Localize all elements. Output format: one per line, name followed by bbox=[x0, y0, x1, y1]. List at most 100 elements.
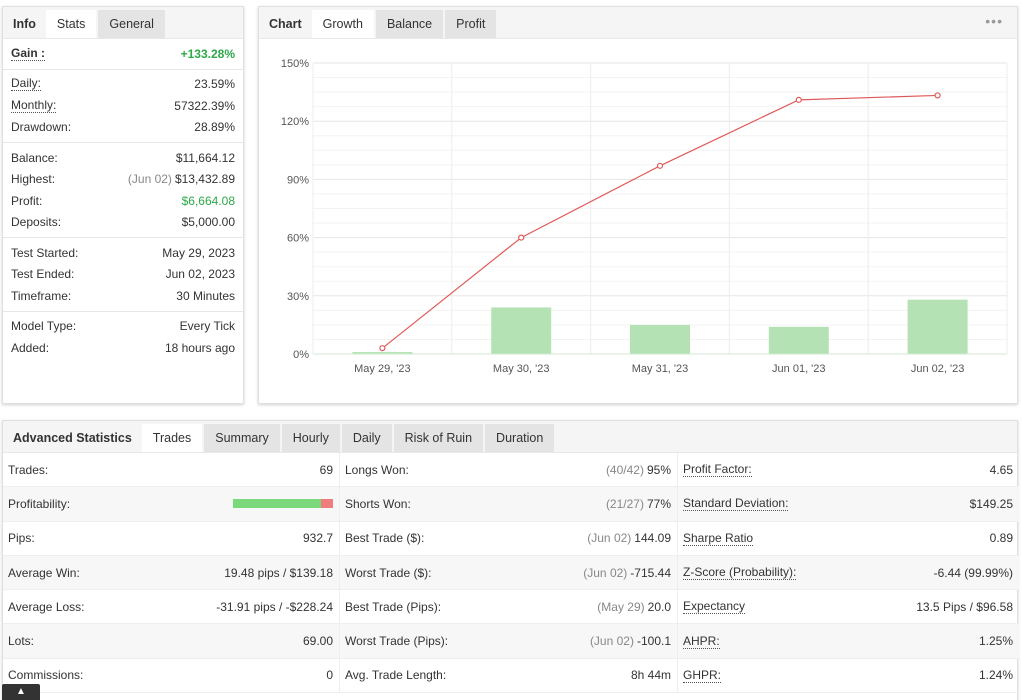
stat-value: 69 bbox=[320, 463, 333, 477]
tab-info[interactable]: Info bbox=[13, 17, 36, 31]
stat-label[interactable]: Expectancy bbox=[683, 599, 746, 615]
info-value-text: 18 hours ago bbox=[164, 340, 235, 355]
tab-balance[interactable]: Balance bbox=[375, 10, 444, 38]
stat-value: 4.65 bbox=[990, 463, 1013, 477]
stat-label: Avg. Trade Length: bbox=[345, 668, 447, 683]
stat-label[interactable]: AHPR: bbox=[683, 633, 720, 649]
info-row-test-started: Test Started: May 29, 2023 bbox=[11, 242, 235, 264]
info-panel: Info Stats General Gain : +133.28% Daily: 2… bbox=[2, 6, 244, 404]
scroll-top-button[interactable]: ▲ bbox=[2, 684, 40, 700]
divider bbox=[3, 142, 243, 143]
stat-avg-trade-length: Avg. Trade Length: 8h 44m bbox=[340, 658, 678, 693]
stat-average-win: Average Win: 19.48 pips / $139.18 bbox=[3, 555, 340, 590]
info-value: +133.28% bbox=[181, 47, 235, 61]
stat-average-loss: Average Loss: -31.91 pips / -$228.24 bbox=[3, 590, 340, 624]
info-row-added: Added: 18 hours ago bbox=[11, 337, 235, 359]
stat-z-score-probability: Z-Score (Probability): -6.44 (99.99%) bbox=[678, 556, 1019, 589]
stat-value: -6.44 (99.99%) bbox=[934, 566, 1013, 580]
tab-trades[interactable]: Trades bbox=[141, 424, 203, 452]
stat-label[interactable]: Profit Factor: bbox=[683, 462, 752, 478]
info-value-text: $13,432.89 bbox=[174, 172, 235, 187]
info-value-text: 23.59% bbox=[194, 77, 235, 92]
stat-label[interactable]: Standard Deviation: bbox=[683, 496, 789, 512]
stat-value: (40/42) 95% bbox=[606, 463, 671, 477]
stat-best-trade: Best Trade ($): (Jun 02) 144.09 bbox=[340, 521, 678, 555]
table-row: Commissions: 0 Avg. Trade Length: 8h 44m GHP… bbox=[3, 658, 1019, 694]
y-tick-label: 120% bbox=[281, 116, 309, 128]
tab-summary[interactable]: Summary bbox=[204, 424, 280, 452]
stat-value-detail: (May 29) bbox=[597, 599, 645, 614]
info-label: Highest: bbox=[11, 172, 56, 187]
table-row: Trades: 69 Longs Won: (40/42) 95% Profit Fact… bbox=[3, 453, 1019, 488]
stat-value: 19.48 pips / $139.18 bbox=[224, 566, 333, 580]
stat-worst-trade-pips: Worst Trade (Pips): (Jun 02) -100.1 bbox=[340, 624, 678, 658]
info-label: Timeframe: bbox=[11, 288, 72, 303]
profitability-bar bbox=[233, 498, 333, 508]
chart-panel: Chart Growth Balance Profit ••• 0% 30% 60%… bbox=[258, 6, 1018, 404]
info-label: Test Started: bbox=[11, 245, 79, 260]
stat-label: Longs Won: bbox=[345, 462, 409, 477]
stat-commissions: Commissions: 0 bbox=[3, 658, 340, 693]
advanced-statistics-panel: Advanced Statistics Trades Summary Hourl… bbox=[2, 420, 1019, 700]
stat-label[interactable]: GHPR: bbox=[683, 667, 722, 683]
y-tick-label: 60% bbox=[287, 233, 309, 245]
stat-value-text: 1.25% bbox=[978, 634, 1013, 649]
tab-hourly[interactable]: Hourly bbox=[281, 424, 340, 452]
stat-label: Pips: bbox=[8, 531, 35, 546]
line-point bbox=[795, 96, 802, 103]
stat-value-detail: (Jun 02) bbox=[589, 634, 634, 649]
stat-value-text: 69 bbox=[319, 462, 333, 477]
table-row: Profitability: Shorts Won: (21/27) 77% Stand… bbox=[3, 487, 1019, 522]
stat-label: Average Win: bbox=[8, 565, 80, 580]
info-label[interactable]: Monthly: bbox=[11, 97, 57, 113]
stat-value-text: $149.25 bbox=[969, 496, 1013, 511]
advanced-stats-grid: Trades: 69 Longs Won: (40/42) 95% Profit Fact… bbox=[3, 453, 1019, 694]
tab-duration[interactable]: Duration bbox=[485, 424, 555, 452]
more-dots-icon[interactable]: ••• bbox=[985, 13, 1003, 29]
stat-value-text: 13.5 Pips / $96.58 bbox=[916, 599, 1013, 614]
info-label: Balance: bbox=[11, 150, 58, 165]
tab-profit[interactable]: Profit bbox=[445, 10, 497, 38]
info-label: Drawdown: bbox=[11, 120, 72, 135]
info-label: Added: bbox=[11, 340, 50, 355]
info-tabbar: Info Stats General bbox=[3, 7, 243, 39]
info-row-timeframe: Timeframe: 30 Minutes bbox=[11, 285, 235, 307]
tab-risk-of-ruin[interactable]: Risk of Ruin bbox=[393, 424, 484, 452]
stat-worst-trade: Worst Trade ($): (Jun 02) -715.44 bbox=[340, 555, 678, 590]
stat-pips: Pips: 932.7 bbox=[3, 521, 340, 555]
info-label[interactable]: Gain : bbox=[11, 45, 46, 61]
tab-daily[interactable]: Daily bbox=[341, 424, 392, 452]
stat-value: 13.5 Pips / $96.58 bbox=[916, 600, 1013, 614]
tab-chart[interactable]: Chart bbox=[269, 17, 302, 31]
y-tick-label: 90% bbox=[287, 174, 309, 186]
info-value: $6,664.08 bbox=[182, 194, 235, 208]
stat-label[interactable]: Z-Score (Probability): bbox=[683, 565, 797, 581]
divider bbox=[3, 310, 243, 312]
tab-stats[interactable]: Stats bbox=[45, 10, 97, 38]
stat-label: Worst Trade (Pips): bbox=[345, 634, 449, 649]
info-label: Deposits: bbox=[11, 215, 62, 230]
stat-value: (21/27) 77% bbox=[606, 497, 671, 511]
stat-label[interactable]: Sharpe Ratio bbox=[683, 530, 754, 546]
stat-value: 1.24% bbox=[979, 668, 1013, 682]
stat-label: Shorts Won: bbox=[345, 496, 411, 511]
stat-value: (May 29) 20.0 bbox=[597, 600, 671, 614]
info-label: Model Type: bbox=[11, 319, 77, 334]
tab-growth[interactable]: Growth bbox=[311, 10, 374, 38]
info-label[interactable]: Daily: bbox=[11, 76, 42, 92]
info-value: Every Tick bbox=[180, 319, 235, 333]
stat-ghpr: GHPR: 1.24% bbox=[678, 659, 1019, 692]
info-value-text: +133.28% bbox=[180, 46, 235, 61]
info-row-model-type: Model Type: Every Tick bbox=[11, 316, 235, 338]
tab-general[interactable]: General bbox=[98, 10, 165, 38]
info-value: May 29, 2023 bbox=[162, 246, 235, 260]
profitability-lost-fill bbox=[321, 498, 333, 508]
divider bbox=[3, 68, 243, 70]
stat-value-text: 144.09 bbox=[634, 531, 671, 546]
info-value: 23.59% bbox=[194, 77, 235, 91]
stat-ahpr: AHPR: 1.25% bbox=[678, 624, 1019, 657]
stat-value-text: 4.65 bbox=[989, 462, 1013, 477]
stat-longs-won: Longs Won: (40/42) 95% bbox=[340, 453, 678, 487]
info-row-gain: Gain : +133.28% bbox=[11, 43, 235, 65]
bar bbox=[630, 324, 690, 354]
